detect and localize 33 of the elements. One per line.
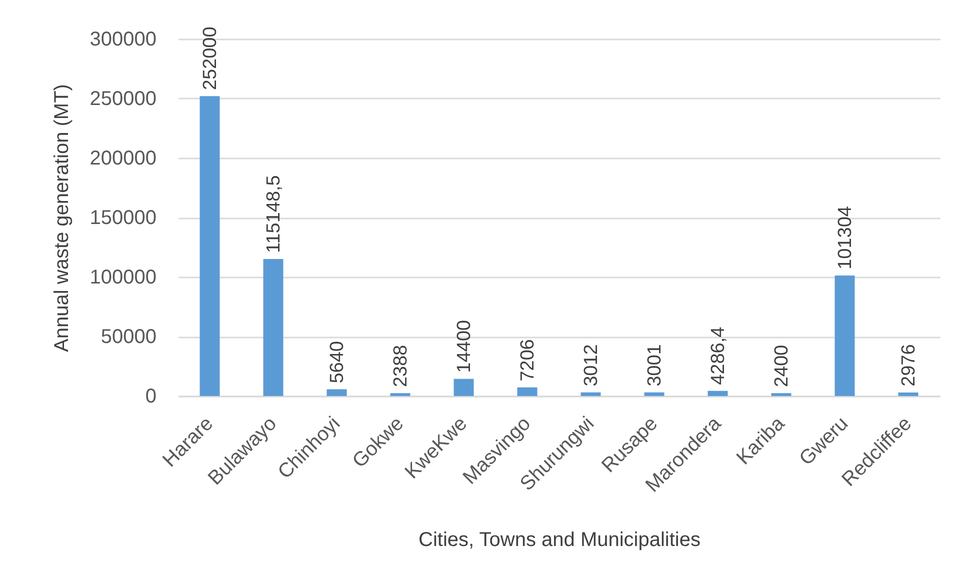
- data-label: 101304: [834, 206, 856, 270]
- y-tick-label: 0: [145, 386, 156, 408]
- bar: [390, 393, 410, 396]
- bar: [200, 96, 220, 396]
- y-tick-label: 300000: [90, 28, 156, 50]
- data-label: 7206: [517, 339, 538, 382]
- y-tick-label: 250000: [90, 88, 156, 110]
- bar: [644, 392, 664, 396]
- bar: [326, 389, 347, 396]
- data-label: 2400: [771, 344, 792, 388]
- data-label: 3001: [644, 344, 666, 386]
- data-label: 5640: [326, 341, 348, 384]
- bar: [834, 275, 855, 396]
- data-label: 2388: [390, 344, 412, 388]
- bar: [517, 387, 538, 396]
- data-label: 14400: [454, 320, 475, 373]
- bar: [708, 390, 728, 396]
- bar: [454, 378, 474, 396]
- bar: [580, 392, 601, 396]
- data-label: 3012: [580, 344, 602, 386]
- data-label: 4286,4: [708, 326, 729, 385]
- data-label: 252000: [200, 26, 221, 90]
- y-tick-label: 200000: [90, 148, 156, 170]
- x-axis-title: Cities, Towns and Municipalities: [418, 528, 700, 551]
- y-axis-title: Annual waste generation (MT): [50, 84, 73, 352]
- data-label: 2976: [898, 344, 920, 386]
- y-tick-label: 100000: [90, 266, 156, 288]
- y-tick-label: 50000: [100, 326, 156, 348]
- bar: [771, 393, 792, 396]
- y-tick-label: 150000: [90, 207, 156, 229]
- bar: [898, 392, 918, 396]
- bar: [263, 258, 284, 396]
- data-label: 115148,5: [263, 175, 284, 253]
